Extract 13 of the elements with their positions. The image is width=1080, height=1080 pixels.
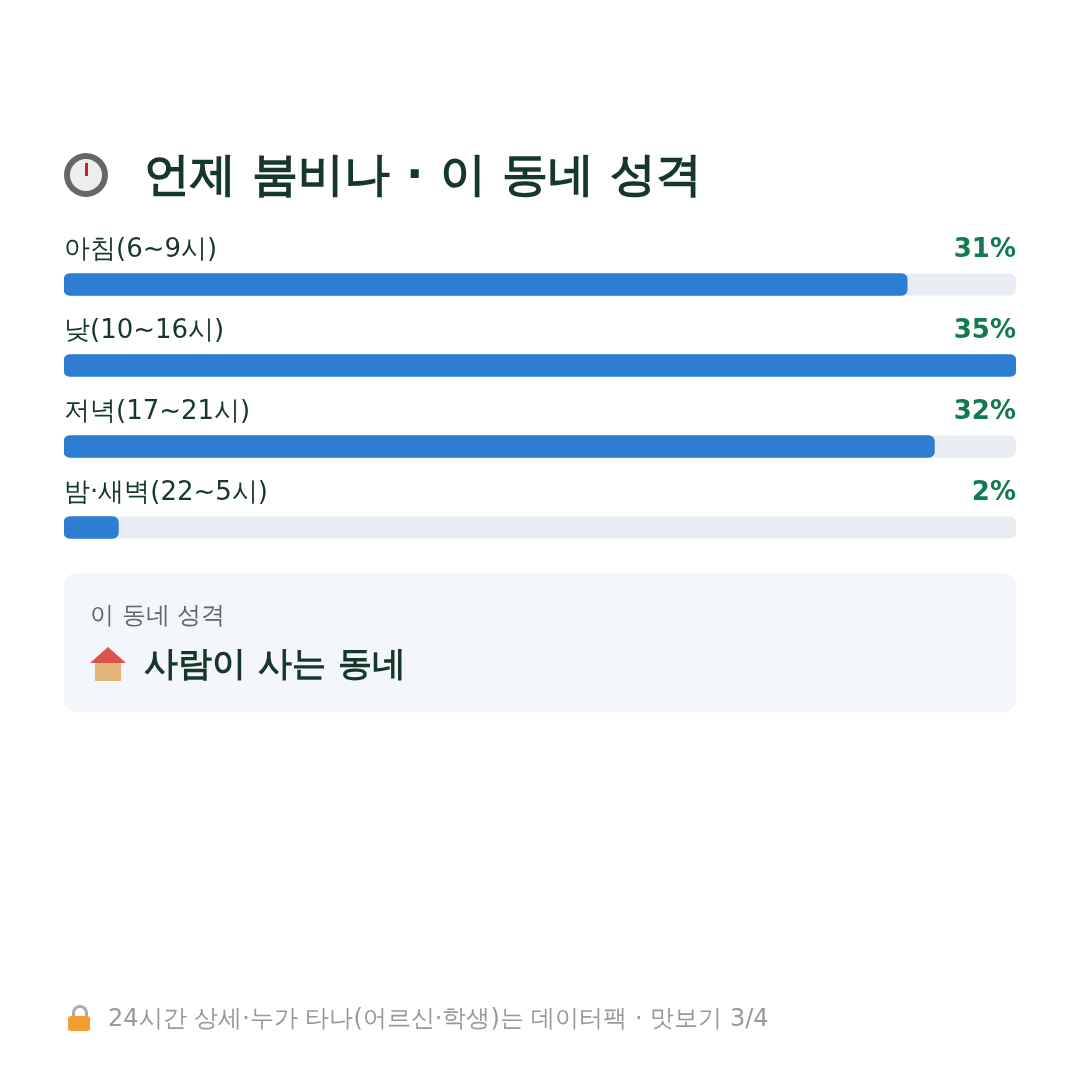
y-tick-label: 낮(10~16시) — [64, 314, 225, 345]
y-tick-label: 밤·새벽(22~5시) — [64, 476, 268, 507]
text: 사람이 사는 동네 — [144, 642, 406, 685]
bar — [64, 516, 119, 539]
data-label: 32% — [953, 395, 1016, 426]
chart-title: 언제 붐비나 · 이 동네 성격 — [144, 146, 702, 203]
data-label: 35% — [953, 314, 1016, 345]
text: 이 동네 성격 — [90, 600, 226, 631]
data-label: 31% — [953, 233, 1016, 264]
text: 24시간 상세·누가 타나(어르신·학생)는 데이터팩 · 맛보기 3/4 — [108, 1003, 769, 1034]
y-tick-label: 저녁(17~21시) — [64, 395, 251, 426]
data-label: 2% — [971, 476, 1016, 507]
y-tick-label: 아침(6~9시) — [64, 233, 218, 264]
